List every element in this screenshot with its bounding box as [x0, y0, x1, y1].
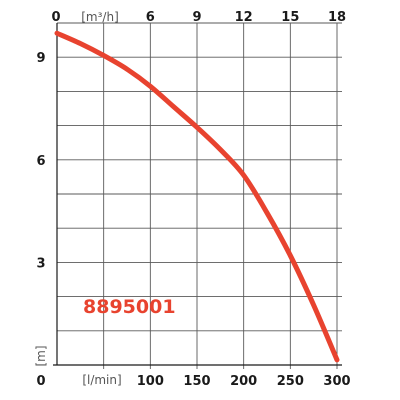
x2-tick-label: 0	[51, 10, 60, 25]
y-tick-label: 9	[36, 51, 45, 66]
x-tick-label: 0	[36, 374, 45, 389]
unit-labels: [l/min] [m³/h] [m] 8895001	[34, 10, 176, 387]
x2-tick-label: 15	[281, 10, 299, 25]
tick-labels: 0 100 150 200 250 300 0 6 9 12 15 18 3 6 9	[36, 10, 350, 389]
x2-tick-label: 9	[192, 10, 201, 25]
x2-tick-label: 12	[235, 10, 253, 25]
x2-tick-label: 18	[328, 10, 346, 25]
x-axis-unit-label: [l/min]	[82, 373, 121, 387]
y-axis-unit-label: [m]	[34, 345, 48, 366]
x-tick-label: 300	[323, 374, 350, 389]
y-tick-label: 3	[36, 256, 45, 271]
model-number-label: 8895001	[83, 296, 176, 318]
x2-axis-unit-label: [m³/h]	[81, 10, 119, 24]
x-tick-label: 250	[277, 374, 304, 389]
x-tick-label: 100	[137, 374, 164, 389]
grid	[57, 22, 342, 369]
x-tick-label: 200	[230, 374, 257, 389]
x2-tick-label: 6	[146, 10, 155, 25]
performance-curve	[54, 30, 340, 363]
x-tick-label: 150	[183, 374, 210, 389]
plot-frame	[53, 23, 342, 366]
series-layer	[54, 30, 340, 363]
y-tick-label: 6	[36, 154, 45, 169]
